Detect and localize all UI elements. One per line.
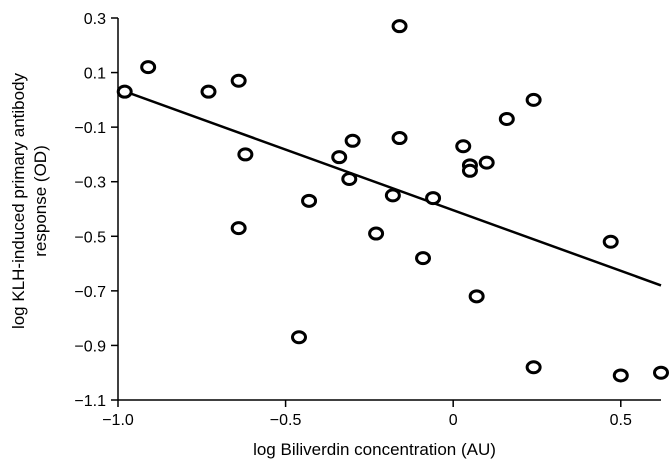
y-tick-label: 0.1 — [84, 66, 106, 83]
data-point — [425, 191, 442, 206]
data-point — [602, 234, 619, 249]
y-tick-label: −0.9 — [74, 338, 106, 355]
y-axis-title-line-1: log KLH-induced primary antibody — [9, 72, 28, 329]
data-point — [301, 193, 318, 208]
x-tick-label: 0.5 — [610, 412, 632, 429]
data-points — [116, 19, 669, 383]
data-point — [291, 330, 307, 345]
y-tick-label: −0.7 — [74, 284, 106, 301]
x-tick-label: 0 — [449, 412, 458, 429]
data-point — [455, 139, 472, 154]
data-point — [415, 251, 432, 266]
data-point — [478, 155, 495, 170]
y-axis-title-line-2: response (OD) — [31, 145, 50, 256]
x-axis-title: log Biliverdin concentration (AU) — [253, 440, 496, 459]
y-tick-label: 0.3 — [84, 11, 106, 28]
data-point — [525, 360, 542, 375]
data-point — [140, 60, 157, 75]
y-tick-label: −1.1 — [74, 393, 106, 410]
data-point — [525, 92, 542, 107]
y-axis-title: log KLH-induced primary antibody respons… — [9, 72, 50, 329]
data-point — [331, 150, 348, 165]
data-point — [384, 188, 401, 203]
data-point — [341, 171, 358, 186]
data-point — [391, 131, 408, 146]
data-point — [468, 289, 485, 304]
data-point — [653, 365, 669, 380]
x-tick-label: −0.5 — [270, 412, 302, 429]
data-point — [461, 163, 478, 178]
data-point — [237, 147, 254, 162]
y-tick-label: −0.1 — [74, 120, 106, 137]
data-point — [498, 111, 515, 126]
data-point — [230, 73, 247, 88]
data-point — [391, 19, 408, 34]
axes: 0.3 0.1 −0.1 −0.3 −0.5 −0.7 −0.9 −1.1 −1.0 −0.5 0 0… — [74, 11, 661, 429]
y-tick-label: −0.3 — [74, 175, 106, 192]
trendline-group — [117, 87, 662, 287]
data-point — [368, 226, 385, 241]
x-tick-label: −1.0 — [102, 412, 134, 429]
data-point — [612, 368, 629, 383]
data-point — [116, 84, 133, 99]
data-point — [200, 84, 217, 99]
trendline — [117, 87, 662, 287]
y-tick-label: −0.5 — [74, 229, 106, 246]
data-point — [230, 221, 247, 236]
data-point — [344, 133, 361, 148]
